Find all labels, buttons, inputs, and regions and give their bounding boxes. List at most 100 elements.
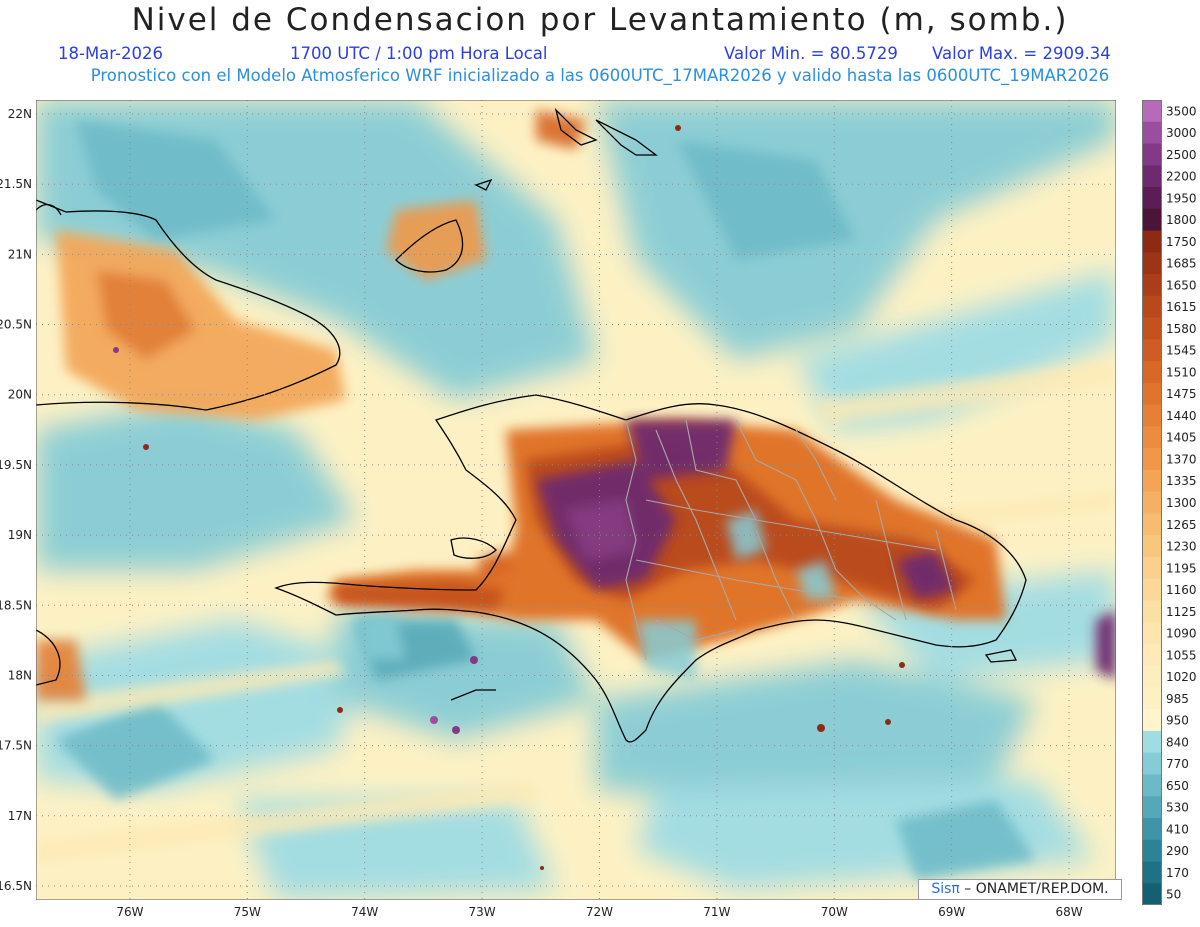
lat-label: 19.5N bbox=[0, 458, 32, 472]
credit-box: Sisπ – ONAMET/REP.DOM. bbox=[918, 879, 1122, 900]
colorbar-level: 1405 bbox=[1166, 431, 1197, 445]
colorbar-cell bbox=[1142, 339, 1162, 362]
lat-label: 20N bbox=[8, 388, 32, 402]
map-title: Nivel de Condensacion por Levantamiento … bbox=[131, 2, 1069, 38]
colorbar-level: 2200 bbox=[1166, 170, 1197, 184]
colorbar-cell bbox=[1142, 469, 1162, 493]
colorbar-level: 1750 bbox=[1166, 235, 1197, 249]
colorbar-cell bbox=[1142, 208, 1162, 232]
lat-label: 18N bbox=[8, 668, 32, 682]
colorbar-cell bbox=[1142, 491, 1162, 514]
colorbar-level: 1160 bbox=[1166, 583, 1197, 597]
colorbar-level: 170 bbox=[1166, 866, 1189, 880]
lat-label: 17N bbox=[8, 809, 32, 823]
colorbar-cell bbox=[1142, 817, 1162, 841]
colorbar-level: 650 bbox=[1166, 779, 1189, 793]
colorbar-cell bbox=[1142, 839, 1162, 862]
colorbar-cell bbox=[1142, 883, 1162, 905]
colorbar-level: 1510 bbox=[1166, 365, 1197, 379]
colorbar-cell bbox=[1142, 382, 1162, 406]
lon-label: 75W bbox=[234, 905, 261, 919]
colorbar-level: 3500 bbox=[1166, 104, 1197, 118]
lat-label: 18.5N bbox=[0, 598, 32, 612]
lon-label: 68W bbox=[1055, 905, 1082, 919]
colorbar-cell bbox=[1142, 404, 1162, 427]
colorbar-level: 1195 bbox=[1166, 561, 1197, 575]
colorbar-level: 1950 bbox=[1166, 191, 1197, 205]
sispi-logo: Sisπ bbox=[931, 881, 960, 897]
lon-label: 76W bbox=[116, 905, 143, 919]
credit-text: – ONAMET/REP.DOM. bbox=[959, 881, 1109, 897]
colorbar-cell bbox=[1142, 622, 1162, 645]
lon-label: 73W bbox=[469, 905, 496, 919]
colorbar-level: 840 bbox=[1166, 735, 1189, 749]
colorbar-cell bbox=[1142, 252, 1162, 275]
colorbar-cell bbox=[1142, 709, 1162, 732]
colorbar-level: 770 bbox=[1166, 757, 1189, 771]
min-value: Valor Min. = 80.5729 bbox=[724, 44, 898, 63]
lat-label: 22N bbox=[8, 107, 32, 121]
lat-label: 17.5N bbox=[0, 739, 32, 753]
forecast-info: Pronostico con el Modelo Atmosferico WRF… bbox=[90, 66, 1110, 85]
colorbar-level: 1685 bbox=[1166, 257, 1197, 271]
colorbar-level: 1800 bbox=[1166, 213, 1197, 227]
province-boundaries bbox=[625, 419, 957, 661]
small-cells bbox=[113, 125, 905, 870]
colorbar-cell bbox=[1142, 230, 1162, 253]
lat-label: 20.5N bbox=[0, 318, 32, 332]
colorbar-cell bbox=[1142, 426, 1162, 449]
colorbar-level: 1125 bbox=[1166, 605, 1197, 619]
lat-label: 21N bbox=[8, 247, 32, 261]
colorbar-level: 530 bbox=[1166, 801, 1189, 815]
colorbar-level: 985 bbox=[1166, 692, 1189, 706]
colorbar-level: 1580 bbox=[1166, 322, 1197, 336]
colorbar-level: 1300 bbox=[1166, 496, 1197, 510]
colorbar-cell bbox=[1142, 600, 1162, 623]
colorbar-labels: 3500 3000 2500 2200 1950 1800 1750 1685 1650 1615… bbox=[1166, 104, 1197, 902]
colorbar-cell bbox=[1142, 535, 1162, 558]
colorbar-level: 1230 bbox=[1166, 540, 1197, 554]
colorbar-level: 1545 bbox=[1166, 344, 1197, 358]
latitude-labels: 22N 21.5N 21N 20.5N 20N 19.5N 19N 18.5N 18N 17.5N… bbox=[0, 107, 32, 893]
colorbar-level: 950 bbox=[1166, 714, 1189, 728]
colorbar-level: 1335 bbox=[1166, 474, 1197, 488]
colorbar-cell bbox=[1142, 448, 1162, 471]
colorbar-cell bbox=[1142, 513, 1162, 536]
forecast-date: 18-Mar-2026 bbox=[58, 44, 163, 63]
lat-label: 16.5N bbox=[0, 879, 32, 893]
colorbar-cell bbox=[1142, 578, 1162, 601]
colorbar-cell bbox=[1142, 752, 1162, 775]
colorbar-level: 1090 bbox=[1166, 627, 1197, 641]
lon-label: 69W bbox=[938, 905, 965, 919]
colorbar-cell bbox=[1142, 143, 1162, 166]
lat-label: 19N bbox=[8, 528, 32, 542]
colorbar-cell bbox=[1142, 687, 1162, 710]
max-value: Valor Max. = 2909.34 bbox=[932, 44, 1111, 63]
colorbar-level: 1020 bbox=[1166, 670, 1197, 684]
lon-label: 74W bbox=[351, 905, 378, 919]
colorbar-cell bbox=[1142, 187, 1162, 210]
colorbar-cell bbox=[1142, 861, 1162, 884]
colorbar-cell bbox=[1142, 100, 1162, 123]
colorbar-level: 1440 bbox=[1166, 409, 1197, 423]
colorbar bbox=[1142, 100, 1162, 905]
lat-label: 21.5N bbox=[0, 177, 32, 191]
colorbar-cell bbox=[1142, 121, 1162, 145]
forecast-map bbox=[36, 100, 1116, 900]
colorbar-level: 1055 bbox=[1166, 648, 1197, 662]
colorbar-level: 50 bbox=[1166, 888, 1181, 902]
colorbar-cell bbox=[1142, 165, 1162, 188]
coastlines bbox=[36, 107, 1027, 743]
lcl-field bbox=[36, 100, 1116, 900]
colorbar-level: 1475 bbox=[1166, 387, 1197, 401]
colorbar-level: 2500 bbox=[1166, 148, 1197, 162]
colorbar-frame bbox=[1142, 100, 1162, 905]
colorbar-cell bbox=[1142, 274, 1162, 297]
colorbar-cell bbox=[1142, 796, 1162, 819]
longitude-labels: 76W 75W 74W 73W 72W 71W 70W 69W 68W bbox=[116, 905, 1082, 919]
lon-label: 70W bbox=[821, 905, 848, 919]
colorbar-level: 410 bbox=[1166, 822, 1189, 836]
colorbar-level: 3000 bbox=[1166, 126, 1197, 140]
colorbar-cell bbox=[1142, 361, 1162, 384]
colorbar-level: 1370 bbox=[1166, 452, 1197, 466]
